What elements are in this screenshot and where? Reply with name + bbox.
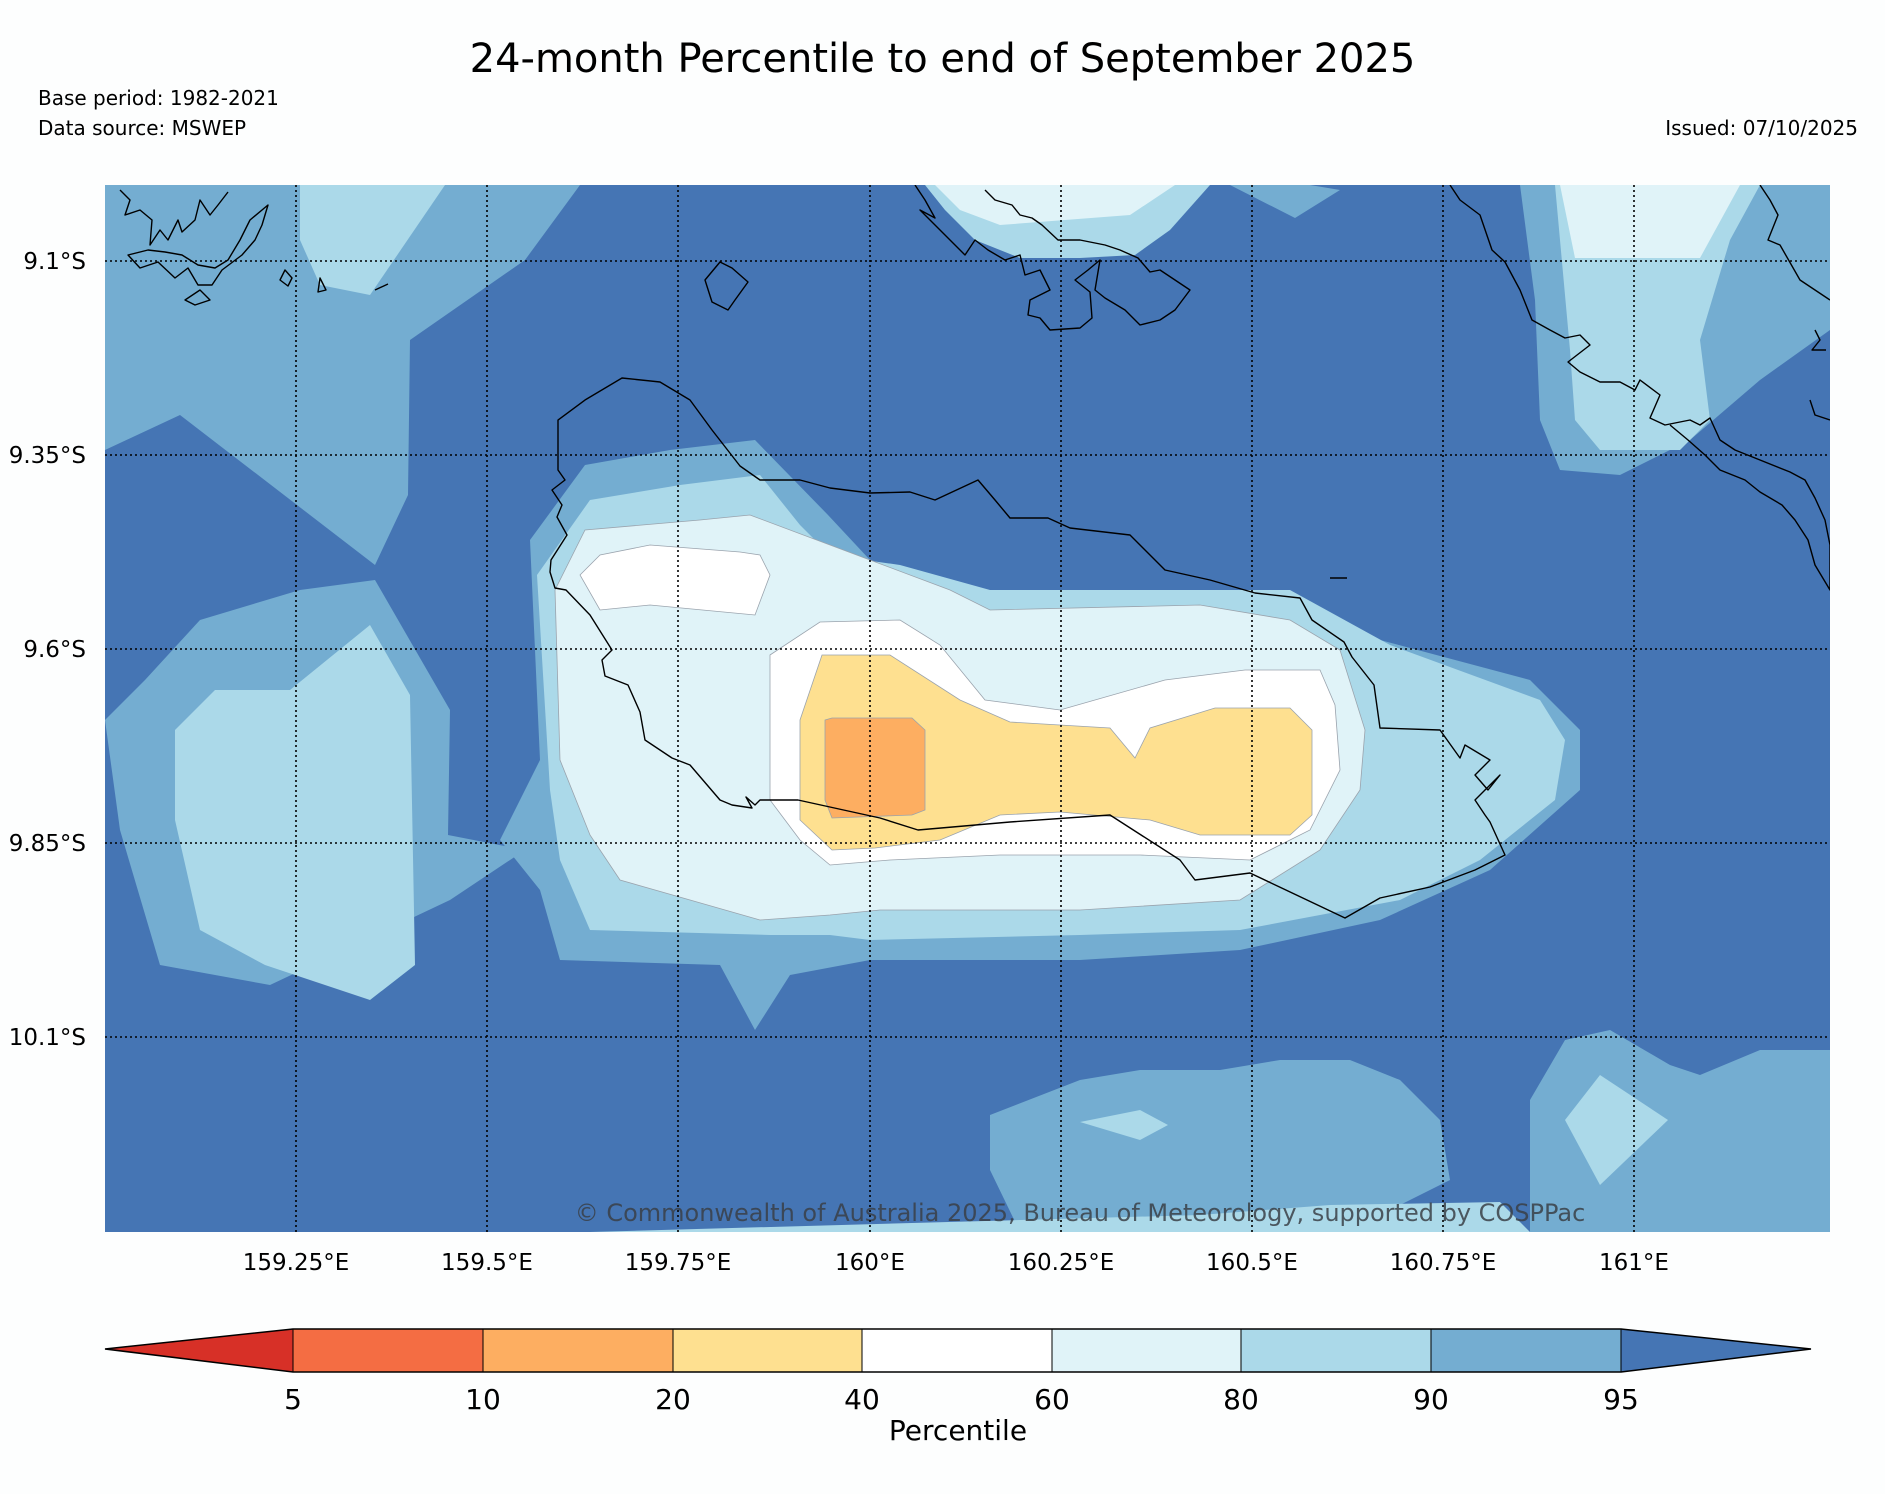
colorbar-segment-40-60 — [862, 1329, 1052, 1372]
fill-60-80-northeast — [1560, 185, 1740, 258]
y-tick-label: 9.6°S — [23, 637, 86, 663]
coastline-nw-islet-3 — [317, 277, 327, 293]
fill-80-90-south-islet — [1080, 1110, 1168, 1140]
colorbar-segment-20-40 — [673, 1329, 862, 1372]
colorbar-tick-label: 90 — [1413, 1383, 1449, 1416]
fill-80-90-southeast — [1565, 1075, 1668, 1185]
fill-40-60-west-patch — [580, 545, 770, 615]
colorbar-tick-label: 20 — [655, 1383, 691, 1416]
coastline-nw-islet-1 — [184, 289, 211, 306]
y-tick-label: 10.1°S — [9, 1025, 86, 1051]
y-tick-label: 9.85°S — [9, 831, 86, 857]
colorbar-tick-label: 5 — [284, 1383, 302, 1416]
fill-90-95-west — [105, 185, 580, 565]
colorbar-tick-label: 10 — [465, 1383, 501, 1416]
colorbar-extend-high — [1621, 1329, 1811, 1372]
colorbar-title: Percentile — [889, 1414, 1027, 1447]
fill-20-40-central — [800, 655, 1312, 850]
colorbar-tick-label: 60 — [1034, 1383, 1070, 1416]
fill-10-20-core — [825, 718, 925, 818]
colorbar-dividers — [292, 1329, 1622, 1372]
copyright-notice: © Commonwealth of Australia 2025, Bureau… — [575, 1199, 1586, 1227]
x-tick-label: 160.75°E — [1390, 1250, 1497, 1276]
data-source-label: Data source: MSWEP — [38, 116, 247, 140]
x-tick-label: 160.5°E — [1206, 1250, 1298, 1276]
map-title: 24-month Percentile to end of September … — [469, 36, 1416, 82]
colorbar-segment-80-90 — [1241, 1329, 1431, 1372]
y-axis-labels: 9.1°S 9.35°S 9.6°S 9.85°S 10.1°S — [9, 249, 86, 1051]
colorbar-segment-5-10 — [293, 1329, 483, 1372]
coastline-islet-ne-1 — [1811, 329, 1826, 351]
base-period-label: Base period: 1982-2021 — [38, 86, 279, 110]
coastline-ngella-islands — [914, 185, 1191, 331]
issued-date-label: Issued: 07/10/2025 — [1665, 116, 1858, 140]
coastline-malaita — [1449, 185, 1830, 591]
x-tick-label: 160.25°E — [1008, 1250, 1115, 1276]
fill-80-90-west — [175, 625, 415, 1000]
fill-80-90-northwest — [300, 185, 445, 295]
x-tick-label: 159.5°E — [441, 1250, 533, 1276]
contour-fields: © Commonwealth of Australia 2025, Bureau… — [105, 185, 1830, 1232]
coastline-florida-west — [119, 189, 229, 246]
colorbar-segment-10-20 — [483, 1329, 673, 1372]
y-tick-label: 9.1°S — [23, 249, 86, 275]
fill-80-90-south-bottom — [590, 1202, 1530, 1232]
colorbar-segment-60-80 — [1052, 1329, 1241, 1372]
coastline-nw-islet-4 — [374, 283, 389, 291]
colorbar: 5 10 20 40 60 80 90 95 Percentile — [104, 1328, 1812, 1447]
fill-90-95-north — [915, 185, 1340, 218]
x-tick-label: 160°E — [835, 1250, 905, 1276]
coastline-malaita-north — [1759, 185, 1830, 301]
coastline-islet-ne-2 — [1809, 399, 1830, 421]
x-tick-label: 161°E — [1599, 1250, 1669, 1276]
colorbar-tick-label: 95 — [1603, 1383, 1639, 1416]
coastline-guadalcanal — [549, 377, 1506, 919]
fill-90-95-south — [990, 1060, 1450, 1232]
colorbar-tick-label: 80 — [1223, 1383, 1259, 1416]
x-tick-label: 159.25°E — [243, 1250, 350, 1276]
coastline-nw-islet-2 — [279, 269, 293, 287]
contour-edges — [554, 514, 1366, 921]
colorbar-segment-90-95 — [1431, 1329, 1621, 1372]
coastline-islet-north — [704, 261, 749, 311]
x-tick-label: 159.75°E — [625, 1250, 732, 1276]
x-axis-labels: 159.25°E 159.5°E 159.75°E 160°E 160.25°E… — [243, 1250, 1669, 1276]
coastline-nw-islands — [127, 204, 269, 286]
fill-60-80-north — [935, 185, 1175, 225]
colorbar-tick-label: 40 — [844, 1383, 880, 1416]
colorbar-extend-low — [105, 1329, 293, 1372]
coastlines — [119, 185, 1830, 919]
y-tick-label: 9.35°S — [9, 443, 86, 469]
